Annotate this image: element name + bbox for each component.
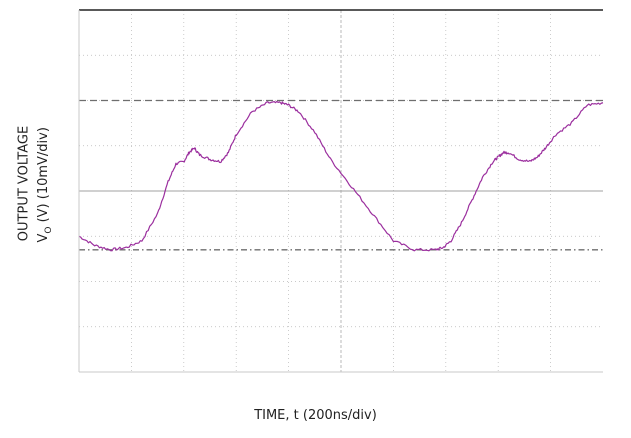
y-axis-label-line2: VO (V) (10mV/div): [36, 96, 54, 274]
y-axis-label-line1: OUTPUT VOLTAGE: [16, 125, 32, 242]
y-axis-label-suffix: (V) (10mV/div): [36, 127, 52, 227]
reference-levels: [79, 99, 603, 251]
y-axis-label-subscript: O: [43, 226, 54, 234]
y-axis-label-prefix: V: [36, 233, 52, 243]
output-voltage-trace: [78, 100, 604, 252]
grid: [79, 10, 603, 372]
x-axis-label: TIME, t (200ns/div): [254, 408, 377, 423]
